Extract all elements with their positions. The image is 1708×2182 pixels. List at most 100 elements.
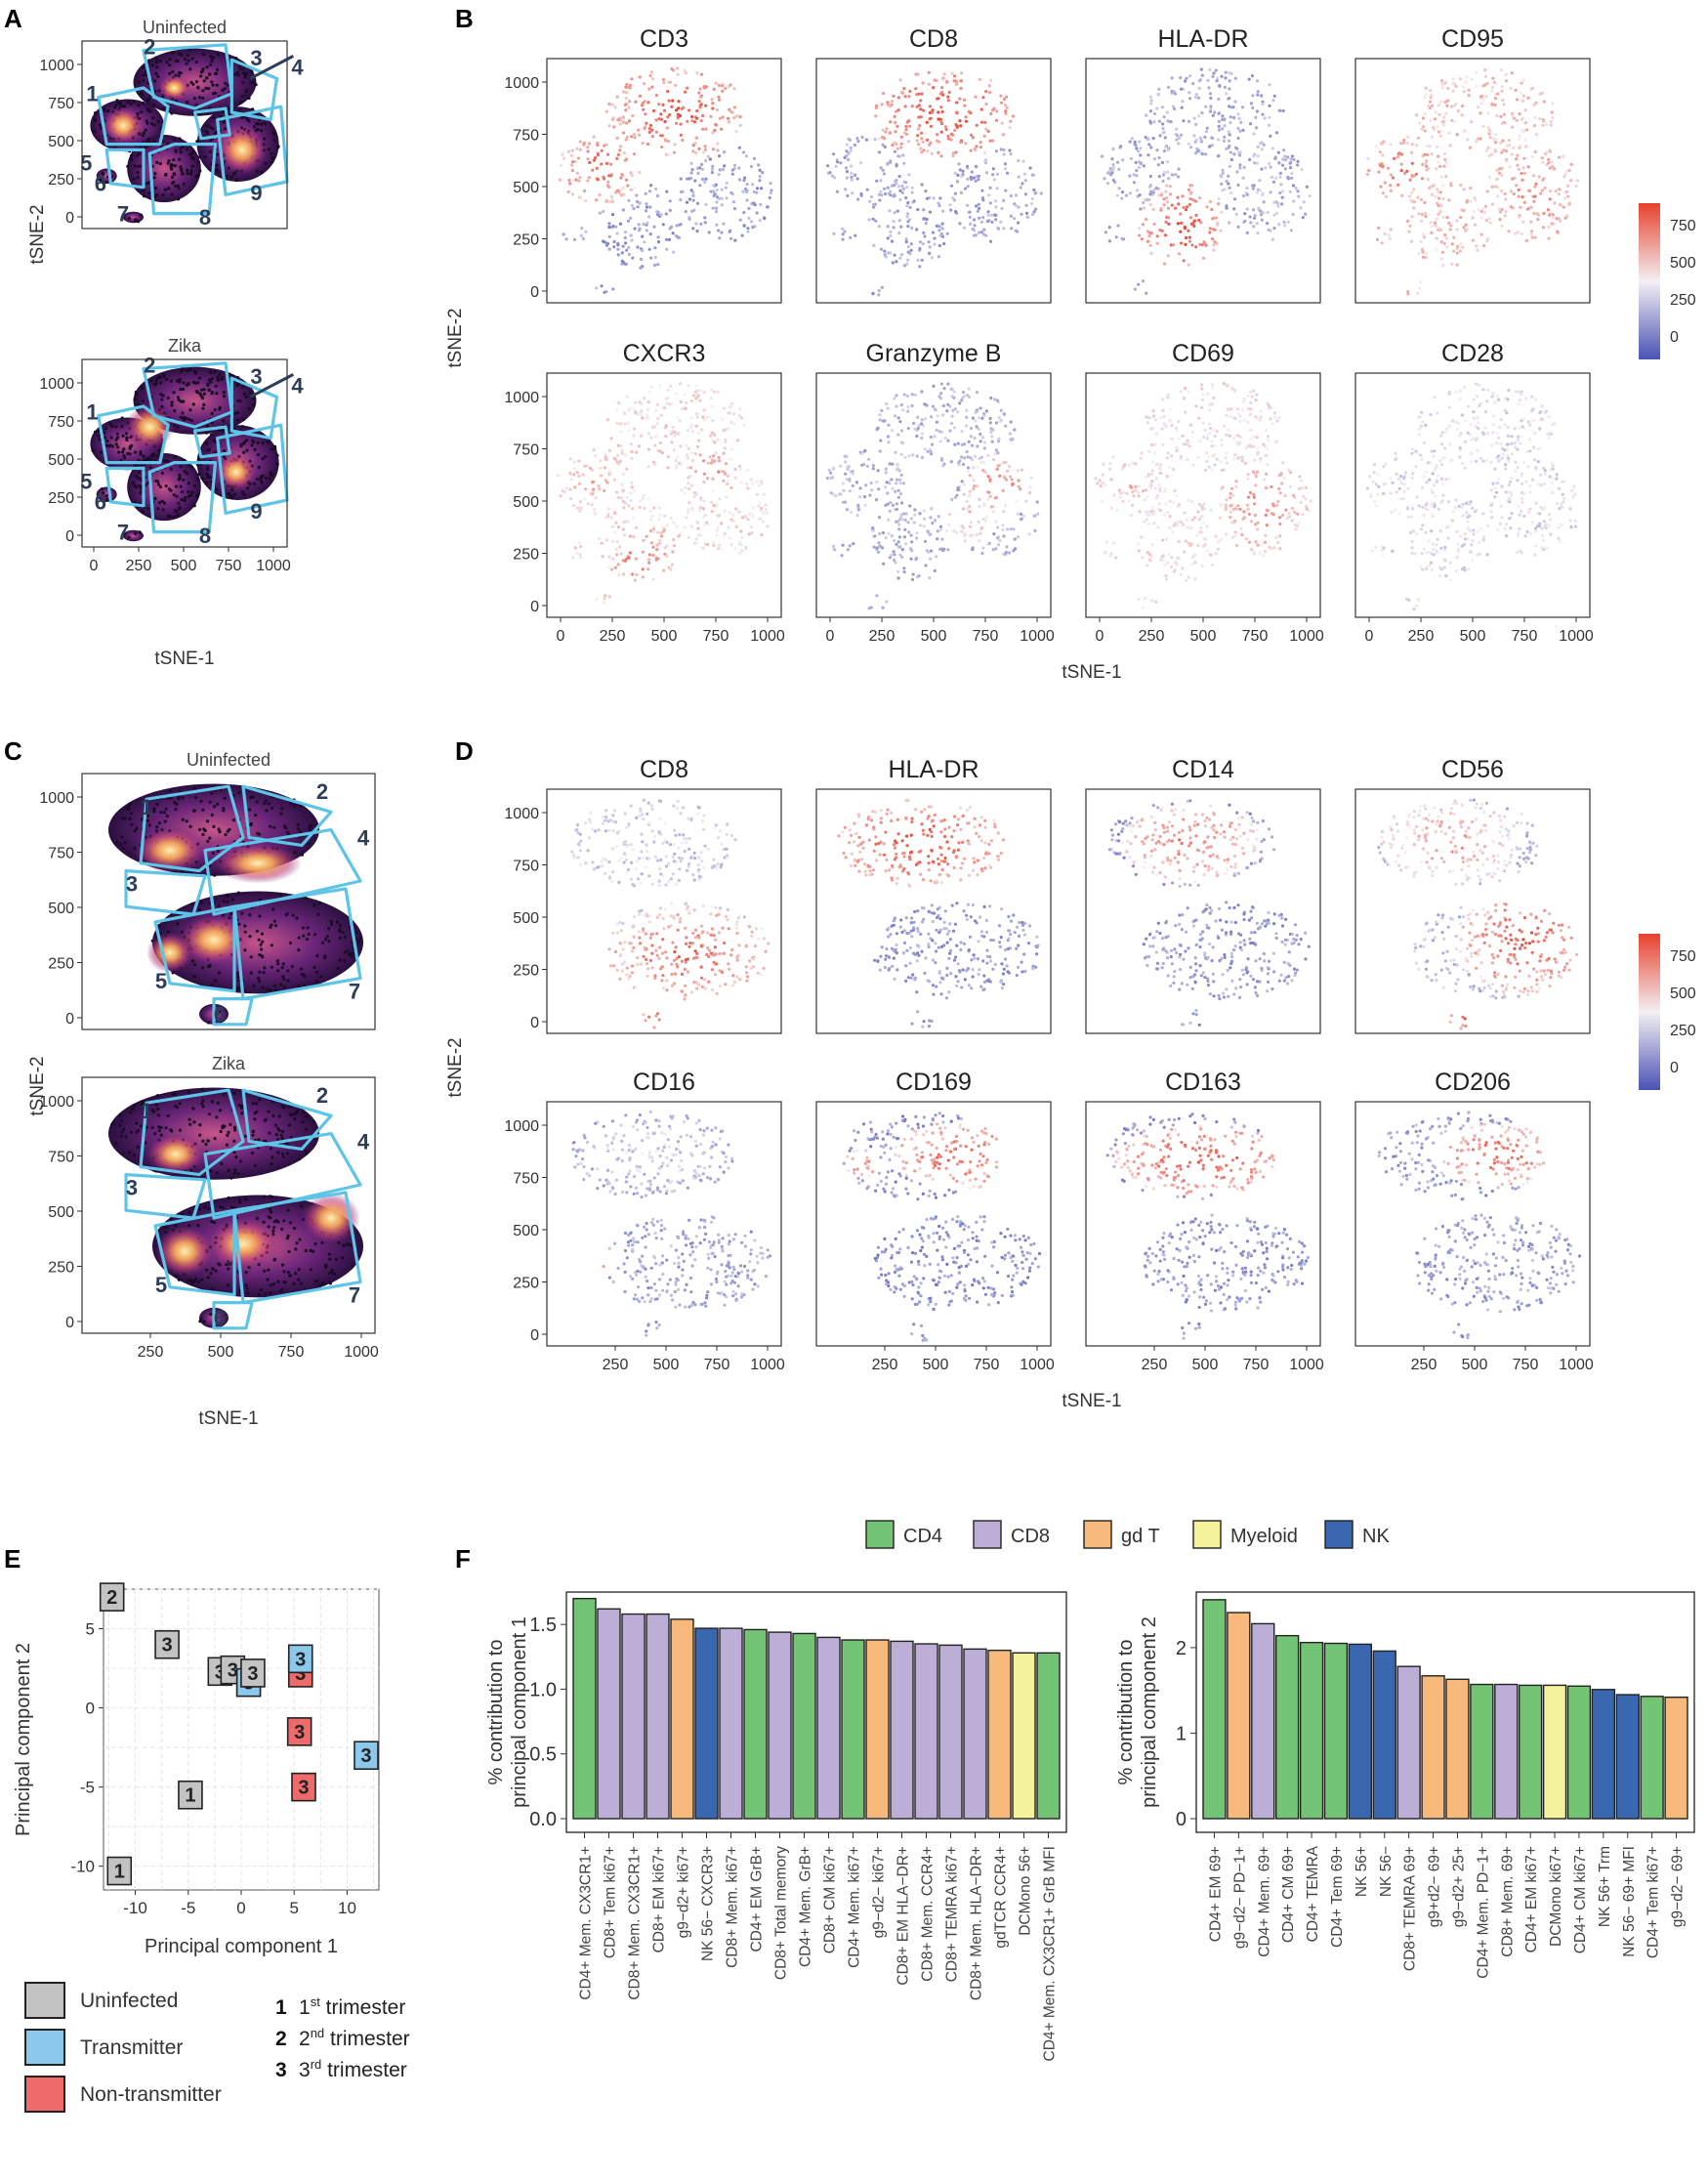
density-dot [226, 83, 230, 87]
expression-dot [1547, 157, 1551, 161]
expression-dot [1137, 542, 1141, 546]
expression-dot [1245, 503, 1249, 507]
expression-dot [693, 452, 698, 456]
expression-dot [721, 89, 725, 93]
expression-dot [1017, 221, 1021, 225]
expression-dot [898, 256, 902, 260]
expression-dot [1146, 564, 1149, 567]
expression-dot [1153, 486, 1157, 490]
expression-dot [1225, 433, 1229, 437]
expression-dot [1161, 127, 1165, 131]
expression-dot [1283, 154, 1287, 158]
expression-dot [695, 444, 700, 448]
expression-dot [640, 409, 644, 413]
density-dot [254, 83, 258, 87]
expression-dot [1425, 159, 1429, 163]
density-dot [141, 134, 145, 138]
expression-dot [644, 112, 647, 116]
expression-dot [1277, 415, 1281, 419]
expression-dot [709, 189, 713, 193]
expression-dot [894, 130, 897, 134]
expression-dot [948, 203, 952, 207]
expression-dot [978, 77, 981, 81]
expression-dot [916, 208, 920, 212]
expression-dot [1521, 78, 1525, 82]
expression-dot [1165, 110, 1169, 114]
expression-dot [949, 421, 954, 426]
expression-dot [919, 131, 924, 135]
density-dot [182, 381, 186, 385]
expression-dot [1216, 154, 1221, 158]
expression-dot [867, 218, 871, 222]
expression-dot [694, 392, 698, 396]
expression-dot [1408, 178, 1412, 182]
expression-dot [1017, 205, 1021, 209]
expression-dot [746, 518, 750, 522]
expression-dot [1423, 112, 1427, 116]
expression-dot [1245, 192, 1249, 196]
expression-dot [1101, 473, 1104, 477]
expression-dot [1228, 164, 1231, 168]
expression-dot [1286, 155, 1290, 159]
expression-dot [1098, 479, 1102, 483]
expression-dot [989, 213, 994, 218]
density-dot [171, 69, 175, 74]
expression-dot [927, 70, 931, 74]
density-dot [194, 175, 198, 179]
expression-dot [701, 546, 705, 551]
density-dot [170, 192, 174, 196]
expression-dot [1488, 221, 1492, 225]
expression-dot [1009, 152, 1013, 156]
expression-dot [944, 128, 948, 132]
density-dot [172, 158, 176, 162]
expression-dot [711, 439, 715, 442]
expression-dot [1430, 231, 1434, 234]
expression-dot [688, 466, 693, 470]
expression-dot [1205, 126, 1209, 130]
expression-dot [990, 440, 994, 443]
expression-dot [898, 492, 903, 496]
expression-dot [1160, 160, 1164, 165]
expression-dot [654, 130, 659, 134]
expression-dot [1197, 114, 1201, 118]
expression-dot [873, 534, 877, 538]
expression-dot [1507, 139, 1511, 143]
density-dot [152, 123, 156, 127]
density-dot [138, 151, 142, 155]
density-dot [156, 507, 160, 511]
expression-dot [896, 154, 900, 158]
expression-dot [1282, 148, 1286, 152]
expression-dot [1532, 124, 1537, 128]
expression-dot [1208, 67, 1212, 71]
expression-dot [1008, 148, 1012, 152]
expression-dot [1292, 199, 1296, 203]
expression-dot [1100, 154, 1104, 158]
expression-dot [968, 504, 972, 509]
expression-dot [641, 142, 645, 146]
expression-dot [858, 161, 863, 165]
expression-dot [626, 421, 630, 425]
density-dot [181, 411, 185, 415]
expression-dot [1149, 512, 1153, 516]
expression-dot [1551, 216, 1555, 220]
expression-dot [1495, 168, 1499, 173]
expression-dot [612, 478, 616, 482]
expression-dot [1259, 409, 1263, 413]
expression-dot [898, 78, 902, 82]
expression-dot [1483, 68, 1487, 72]
expression-dot [1012, 217, 1017, 221]
expression-dot [1446, 99, 1450, 103]
density-dot [214, 487, 219, 491]
density-dot [178, 137, 182, 141]
density-dot [242, 417, 246, 421]
expression-dot [1549, 120, 1553, 124]
expression-dot [883, 249, 887, 253]
expression-dot [991, 548, 995, 552]
expression-dot [994, 520, 998, 524]
expression-dot [687, 501, 691, 505]
expression-dot [643, 82, 646, 86]
expression-dot [1186, 458, 1189, 462]
expression-dot [1142, 279, 1146, 283]
expression-dot [1491, 86, 1495, 90]
expression-dot [1164, 220, 1168, 224]
